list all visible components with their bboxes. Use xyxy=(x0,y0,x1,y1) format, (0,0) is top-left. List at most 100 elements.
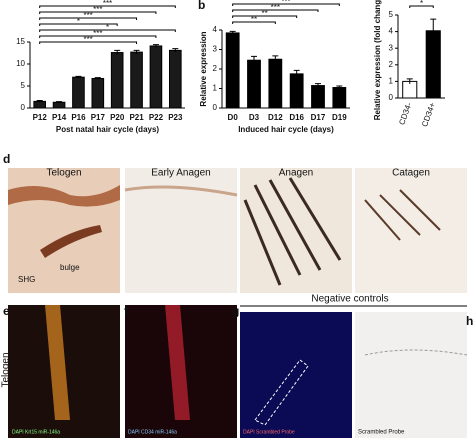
group-label: Negative controls xyxy=(311,294,388,305)
error-bar xyxy=(293,69,300,78)
y-tick-label: 0 xyxy=(213,103,218,112)
error-bar xyxy=(152,44,159,48)
y-tick-label: 2 xyxy=(213,64,218,73)
skin-layer xyxy=(124,185,238,197)
significance-label: * xyxy=(77,17,80,26)
y-axis-title: Relative expression xyxy=(199,31,208,106)
error-bar xyxy=(114,49,121,55)
significance-bracket xyxy=(39,29,176,32)
image-title: Telogen xyxy=(46,168,81,179)
y-tick-label: 5 xyxy=(389,10,394,19)
significance-bracket xyxy=(232,21,276,24)
image-catagen xyxy=(355,168,467,293)
bar xyxy=(149,45,163,109)
error-bar xyxy=(406,78,413,84)
panel-letter: e xyxy=(3,304,10,318)
y-tick-label: 2 xyxy=(389,60,394,69)
significance-bracket xyxy=(39,11,157,14)
image-g xyxy=(240,312,352,438)
follicle xyxy=(40,225,102,258)
x-tick-label: D19 xyxy=(332,113,347,122)
stain-label: DAPI Krt15 miR-146a xyxy=(12,429,60,435)
y-tick-label: 4 xyxy=(389,27,394,36)
significance-label: *** xyxy=(93,29,102,38)
x-tick-label: P12 xyxy=(33,113,48,122)
significance-label: *** xyxy=(281,0,290,6)
panel-letter: f xyxy=(124,304,129,318)
y-tick-label: 4 xyxy=(213,25,218,34)
significance-bracket xyxy=(232,3,340,6)
image-title: Early Anagen xyxy=(151,168,211,179)
error-bar xyxy=(172,48,179,53)
error-bar xyxy=(272,55,279,63)
panel-letter: d xyxy=(3,152,10,166)
stain-label: Scrambled Probe xyxy=(358,430,405,436)
bar xyxy=(225,32,240,109)
y-tick-label: 15 xyxy=(16,37,25,46)
x-tick-label: D16 xyxy=(289,113,304,122)
significance-label: * xyxy=(106,23,109,32)
x-tick-label: P17 xyxy=(91,113,106,122)
y-tick-label: 0 xyxy=(21,103,26,112)
outline xyxy=(254,359,309,426)
significance-bracket xyxy=(39,35,157,38)
significance-bracket xyxy=(39,5,176,8)
skin-layer xyxy=(8,185,120,207)
significance-label: ** xyxy=(262,9,268,18)
follicle xyxy=(165,305,190,420)
follicles xyxy=(364,189,441,241)
outline xyxy=(364,349,468,356)
significance-bracket xyxy=(39,17,138,20)
bar xyxy=(332,87,347,109)
y-tick-label: 1 xyxy=(389,77,394,86)
stain-label: DAPI CD34 miR-146a xyxy=(128,429,177,435)
bar xyxy=(268,58,283,109)
row-label: Telogen xyxy=(1,352,12,387)
x-tick-label: D17 xyxy=(311,113,326,122)
error-bar xyxy=(36,100,43,103)
significance-label: *** xyxy=(83,35,92,44)
x-tick-label: CD34+ xyxy=(420,101,437,128)
significance-label: ** xyxy=(251,15,257,24)
bar xyxy=(311,85,325,109)
panel-letter: g xyxy=(232,304,239,318)
x-tick-label: P14 xyxy=(52,113,67,122)
significance-label: * xyxy=(420,0,423,8)
x-tick-label: D3 xyxy=(249,113,260,122)
image-h xyxy=(355,312,467,438)
x-tick-label: D12 xyxy=(268,113,283,122)
image-title: Catagen xyxy=(392,168,430,179)
significance-label: *** xyxy=(93,5,102,14)
error-bar xyxy=(133,49,140,54)
bar xyxy=(72,76,85,109)
significance-bracket xyxy=(232,9,319,12)
significance-bracket xyxy=(39,41,138,44)
panel-letter: h xyxy=(466,314,473,328)
bar xyxy=(130,51,143,109)
error-bar xyxy=(430,18,437,43)
bar xyxy=(289,73,304,109)
y-tick-label: 3 xyxy=(213,45,218,54)
significance-bracket xyxy=(232,15,298,18)
bar xyxy=(91,78,105,109)
x-tick-label: P21 xyxy=(129,113,144,122)
y-tick-label: 10 xyxy=(16,59,25,68)
error-bar xyxy=(56,101,63,103)
error-bar xyxy=(229,30,236,35)
bar xyxy=(169,49,182,109)
y-axis-title: Relative expression (fold change) xyxy=(373,0,382,120)
x-axis-title: Post natal hair cycle (days) xyxy=(56,125,159,134)
x-axis-title: Induced hair cycle (days) xyxy=(238,125,334,134)
x-tick-label: CD34- xyxy=(397,101,413,126)
annotation: bulge xyxy=(60,263,80,272)
significance-label: *** xyxy=(83,11,92,20)
error-bar xyxy=(315,83,321,88)
bar xyxy=(33,100,46,109)
x-tick-label: P20 xyxy=(110,113,125,122)
error-bar xyxy=(75,75,82,79)
x-tick-label: P22 xyxy=(149,113,164,122)
significance-label: *** xyxy=(103,0,112,8)
error-bar xyxy=(251,55,257,65)
panel-letter: b xyxy=(198,0,205,12)
